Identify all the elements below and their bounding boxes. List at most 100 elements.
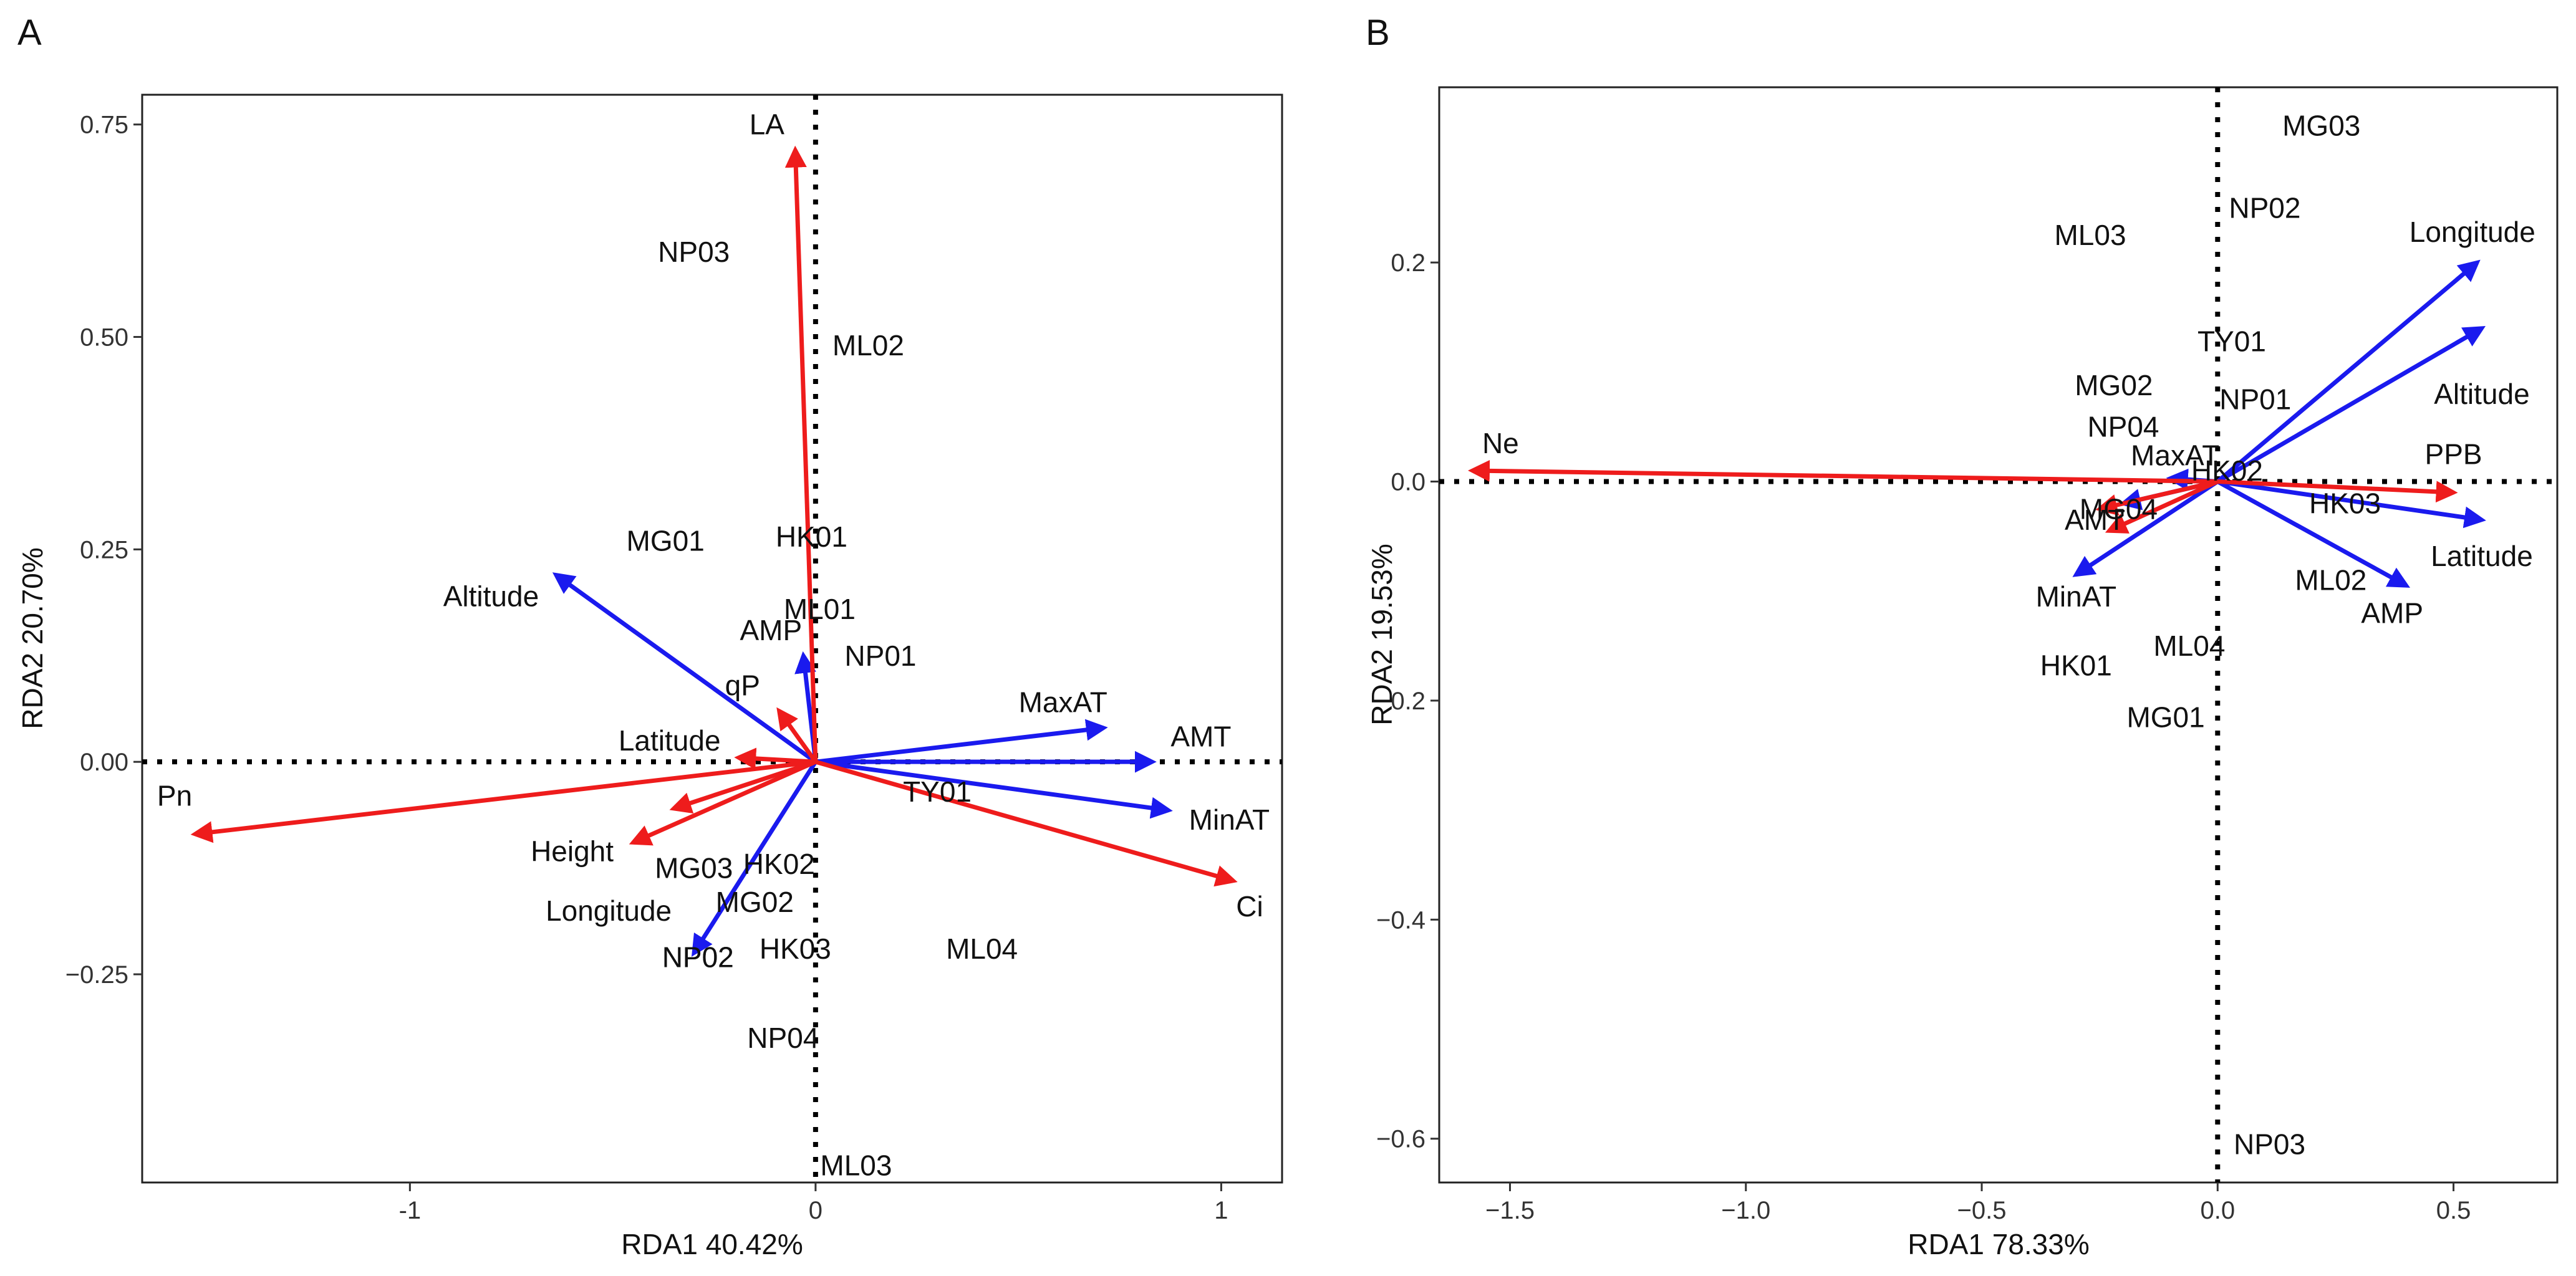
panel-a-environment-arrow-maxat (815, 719, 1108, 764)
panel-b-site-label-ty01: TY01 (2197, 325, 2266, 358)
panel-a-response-label-ci: Ci (1236, 890, 1263, 923)
panel-b-axis-ticks: −1.5 −1.0 −0.5 0.0 0.5 −0.6 −0.4 −0.2 0.0 0.2 (1376, 249, 2471, 1224)
panel-b-environment-label-amp: AMP (2361, 597, 2423, 629)
panel-a-y-axis-title: RDA2 20.70% (16, 547, 49, 729)
panel-a-site-label-ty01: TY01 (903, 775, 972, 808)
panel-b-x-tick-label: 0.5 (2436, 1197, 2471, 1224)
panel-b-site-label-mg04: MG04 (2080, 492, 2158, 525)
panel-b-site-label-maxat: MaxAT (2131, 439, 2219, 471)
panel-b-site-label-hk03: HK03 (2309, 487, 2381, 520)
panel-b-site-label-np02: NP02 (2229, 191, 2300, 224)
panel-a-environment-label-amp: AMP (740, 614, 802, 646)
panel-b-site-label-ml03: ML03 (2054, 219, 2126, 251)
panel-a-site-label-np04: NP04 (747, 1022, 819, 1054)
panel-b-rda-plot: B −1.5 −1.0 −0.5 0.0 0.5 −0.6 −0.4 −0.2 0.0 0.2 M… (1366, 12, 2559, 1260)
panel-b-environment-label-altitude: Altitude (2434, 378, 2529, 410)
panel-b-site-label-mg02: MG02 (2075, 369, 2153, 401)
panel-a-vector-labels: Altitude AMP MaxAT AMT MinAT NP02 LA Pn Ci Height… (157, 108, 1270, 974)
panel-b-x-axis-title: RDA1 78.33% (1908, 1228, 2090, 1260)
panel-a-site-label-np01: NP01 (844, 640, 916, 672)
panel-a-letter: A (17, 12, 42, 53)
panel-b-y-tick-label: 0.2 (1391, 249, 1425, 277)
panel-a-site-label-np03: NP03 (658, 236, 730, 268)
panel-b-response-arrow-unlabeled (2095, 479, 2219, 516)
panel-b-y-tick-label: −0.6 (1376, 1126, 1425, 1153)
panel-b-site-label-ml02: ML02 (2295, 564, 2366, 597)
panel-a-environment-label-np02: NP02 (662, 941, 734, 974)
panel-b-site-label-hk02: HK02 (2191, 454, 2263, 487)
panel-b-site-label-hk01: HK01 (2040, 650, 2112, 682)
panel-a-y-tick-label: 0.00 (80, 749, 128, 776)
panel-a-y-tick-label: 0.25 (80, 536, 128, 564)
panel-b-response-label-ppb: PPB (2425, 438, 2482, 471)
panel-b-x-tick-label: −0.5 (1957, 1197, 2007, 1224)
panel-a-y-tick-label: 0.75 (80, 112, 128, 139)
panel-a-response-arrow-longitude (669, 759, 816, 814)
panel-a-site-label-hk02: HK02 (743, 848, 815, 880)
panel-a-response-label-qp: qP (725, 669, 760, 701)
panel-b-site-label-np03: NP03 (2234, 1128, 2305, 1161)
panel-a-y-tick-label: 0.50 (80, 324, 128, 352)
panel-a-x-axis-title: RDA1 40.42% (621, 1228, 803, 1260)
panel-b-environment-arrow-altitude (2216, 326, 2486, 484)
panel-a-site-label-mg03: MG03 (655, 852, 733, 885)
panel-b-y-tick-label: −0.4 (1376, 906, 1425, 934)
panel-a-site-label-ml02: ML02 (832, 329, 904, 362)
panel-a-site-label-np02: NP02 (662, 941, 734, 974)
panel-b-site-label-minat: MinAT (2036, 580, 2117, 613)
panel-a-response-label-pn: Pn (157, 780, 192, 812)
panel-b-environment-label-longitude: Longitude (2410, 216, 2535, 248)
panel-b-reference-lines (1439, 87, 2557, 1182)
panel-a-environment-arrow-np02 (691, 760, 818, 957)
panel-a-rda-plot: A -1 0 1 −0.25 0.00 0.25 0.50 0.75 NP03 ML02 MG01… (16, 12, 1283, 1260)
panel-b-y-tick-label: 0.0 (1391, 469, 1425, 496)
panel-b-site-label-mg01: MG01 (2126, 701, 2204, 733)
panel-b-x-tick-label: −1.0 (1721, 1197, 1770, 1224)
panel-a-site-label-mg02: MG02 (716, 886, 794, 918)
panel-b-response-arrow-ne (1467, 459, 2218, 484)
panel-a-response-arrow-latitude (734, 747, 816, 770)
panel-a-response-arrow-height (629, 759, 817, 846)
panel-a-site-label-hk01: HK01 (776, 520, 847, 553)
panel-b-site-label-np01: NP01 (2219, 383, 2291, 416)
panel-b-environment-label-latitude: Latitude (2431, 540, 2533, 572)
panel-a-site-label-ml01: ML01 (784, 593, 856, 625)
panel-a-response-arrow-ci (814, 759, 1238, 887)
panel-a-y-tick-label: −0.25 (65, 961, 128, 989)
panel-a-x-tick-label: -1 (399, 1197, 422, 1224)
panel-b-site-label-amt: AMT (2065, 504, 2125, 536)
panel-b-site-label-np04: NP04 (2087, 411, 2159, 443)
panel-a-site-labels: NP03 ML02 MG01 HK01 ML01 NP01 TY01 MG03 HK02 MG02… (627, 236, 1018, 1182)
panel-b-y-tick-label: −0.2 (1376, 688, 1425, 715)
panel-a-response-label-latitude: Latitude (619, 724, 721, 757)
panel-b-response-arrow-unlabeled (2105, 479, 2219, 534)
panel-b-plot-frame (1438, 86, 2559, 1184)
panel-a-x-tick-label: 1 (1214, 1197, 1228, 1224)
panel-a-environment-label-maxat: MaxAT (1019, 686, 1107, 719)
panel-a-x-tick-label: 0 (809, 1197, 822, 1224)
panel-a-response-label-longitude: Longitude (546, 895, 672, 927)
panel-b-vectors (1467, 259, 2486, 588)
panel-b-environment-arrow-amp (2216, 479, 2411, 588)
panel-a-response-label-la: LA (750, 108, 785, 141)
panel-b-response-label-ne: Ne (1482, 427, 1519, 459)
panel-a-environment-label-minat: MinAT (1189, 803, 1270, 836)
panel-b-y-axis-title: RDA2 19.53% (1366, 544, 1398, 726)
panel-b-x-tick-label: 0.0 (2200, 1197, 2235, 1224)
panel-a-response-label-height: Height (531, 835, 614, 867)
panel-a-environment-arrow-altitude (552, 572, 817, 764)
panel-b-x-tick-label: −1.5 (1485, 1197, 1535, 1224)
panel-a-environment-arrow-minat (815, 759, 1173, 819)
panel-a-response-arrow-pn (190, 759, 816, 843)
panel-b-site-label-mg03: MG03 (2282, 109, 2360, 142)
panel-a-site-label-hk03: HK03 (760, 933, 831, 965)
panel-a-vectors (190, 145, 1238, 957)
panel-a-axis-ticks: -1 0 1 −0.25 0.00 0.25 0.50 0.75 (65, 112, 1228, 1224)
panel-b-environment-arrow-unlabeled (2072, 479, 2219, 577)
panel-a-site-label-mg01: MG01 (627, 525, 705, 557)
panel-b-environment-arrow-latitude (2217, 479, 2486, 529)
panel-a-site-label-ml03: ML03 (820, 1149, 892, 1182)
